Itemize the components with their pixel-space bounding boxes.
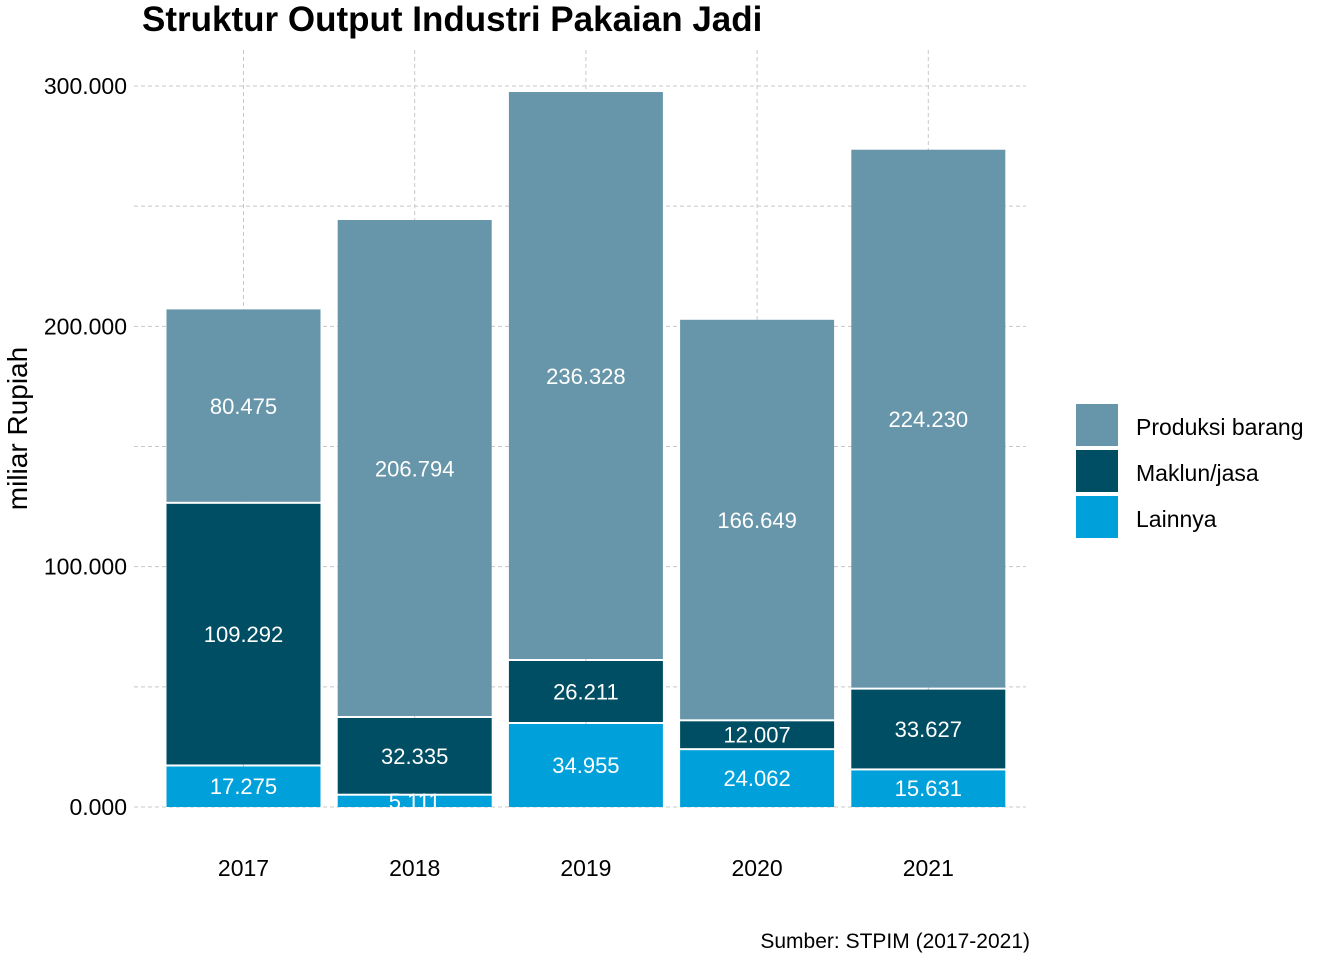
y-tick-label: 300.000 xyxy=(44,73,127,99)
legend-label: Produksi barang xyxy=(1136,414,1304,440)
data-label: 17.275 xyxy=(210,774,277,799)
data-labels: 17.275 109.292 80.475 5.111 32.335 206.794 34.… xyxy=(204,364,968,814)
y-tick-label: 200.000 xyxy=(44,313,127,339)
data-label: 33.627 xyxy=(895,717,962,742)
bar-produksi-barang-2017 xyxy=(166,309,321,502)
bar-lainnya-2017 xyxy=(166,766,321,807)
data-label: 5.111 xyxy=(389,789,441,814)
y-tick-label: 100.000 xyxy=(44,554,127,580)
x-tick-label: 2020 xyxy=(732,855,783,881)
data-label: 109.292 xyxy=(204,622,284,647)
data-label: 26.211 xyxy=(553,679,619,704)
data-label: 80.475 xyxy=(210,394,277,419)
legend: Produksi barang Maklun/jasa Lainnya xyxy=(1076,404,1304,538)
data-label: 15.631 xyxy=(895,776,962,801)
bar-produksi-barang-2019 xyxy=(508,92,663,659)
x-tick-label: 2018 xyxy=(389,855,440,881)
legend-label: Maklun/jasa xyxy=(1136,460,1259,486)
bar-maklun-jasa-2021 xyxy=(851,689,1006,769)
chart-caption: Sumber: STPIM (2017-2021) xyxy=(760,930,1030,953)
data-label: 34.955 xyxy=(552,753,619,778)
x-tick-label: 2021 xyxy=(903,855,954,881)
bar-maklun-jasa-2018 xyxy=(337,718,492,794)
legend-swatch-maklun-jasa xyxy=(1076,450,1118,492)
bar-maklun-jasa-2020 xyxy=(680,721,835,749)
bar-produksi-barang-2021 xyxy=(851,149,1006,688)
chart-title: Struktur Output Industri Pakaian Jadi xyxy=(142,0,763,39)
legend-label: Lainnya xyxy=(1136,506,1217,532)
legend-swatch-lainnya xyxy=(1076,496,1118,538)
bar-lainnya-2019 xyxy=(508,723,663,807)
y-axis-label: miliar Rupiah xyxy=(2,347,33,510)
axes: 0.000 100.000 200.000 300.000 2017 2018 2019 20… xyxy=(2,73,954,881)
bar-produksi-barang-2018 xyxy=(337,220,492,717)
data-label: 24.062 xyxy=(723,766,790,791)
data-label: 236.328 xyxy=(546,364,626,389)
y-tick-label: 0.000 xyxy=(69,794,127,820)
data-label: 206.794 xyxy=(375,457,455,482)
data-label: 12.007 xyxy=(723,723,790,748)
bar-maklun-jasa-2017 xyxy=(166,503,321,765)
bars xyxy=(166,92,1006,807)
data-label: 32.335 xyxy=(381,744,448,769)
data-label: 166.649 xyxy=(717,508,797,533)
legend-swatch-produksi-barang xyxy=(1076,404,1118,446)
bar-maklun-jasa-2019 xyxy=(508,660,663,722)
bar-lainnya-2018 xyxy=(337,795,492,807)
x-tick-label: 2019 xyxy=(560,855,611,881)
bar-produksi-barang-2020 xyxy=(680,319,835,720)
bar-lainnya-2021 xyxy=(851,770,1006,807)
x-tick-label: 2017 xyxy=(218,855,269,881)
data-label: 224.230 xyxy=(889,407,969,432)
bar-lainnya-2020 xyxy=(680,750,835,807)
